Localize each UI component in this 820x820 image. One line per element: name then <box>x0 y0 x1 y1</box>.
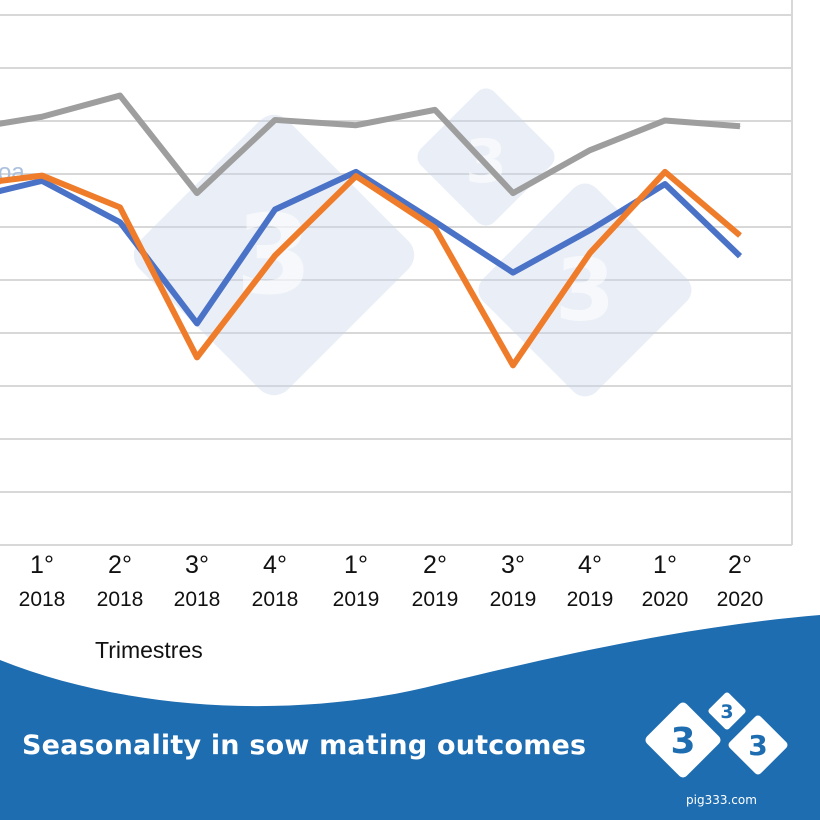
tick-label-quarter: 1° <box>30 551 54 579</box>
data-point <box>664 183 666 185</box>
tick-label-quarter: 1° <box>653 551 677 579</box>
data-point <box>274 209 276 211</box>
data-point <box>196 356 198 358</box>
tick-label-quarter: 2° <box>728 551 752 579</box>
logo-digit: 3 <box>670 721 695 762</box>
logo-diamond <box>728 715 788 775</box>
footer-band <box>0 615 820 820</box>
data-point <box>739 234 741 236</box>
series-line-orange-series <box>0 168 742 369</box>
tick-label-year: 2019 <box>490 588 537 611</box>
gridlines <box>0 14 792 546</box>
series-layer <box>0 92 743 369</box>
logo-diamond <box>708 692 746 730</box>
data-point <box>41 180 43 182</box>
x-axis-label: Trimestres <box>95 637 203 663</box>
tick-label-year: 2019 <box>567 588 614 611</box>
data-point <box>434 227 436 229</box>
tick-label-quarter: ° <box>0 551 1 579</box>
logo-url: pig333.com <box>686 793 757 807</box>
tick-label-year: 2020 <box>717 588 764 611</box>
logo-digit: 3 <box>720 701 733 723</box>
data-point <box>512 364 514 366</box>
data-point <box>512 192 514 194</box>
data-point <box>196 322 198 324</box>
data-point <box>41 175 43 177</box>
data-point <box>196 192 198 194</box>
data-point <box>119 95 121 97</box>
logo-diamond <box>645 702 721 778</box>
tick-label-quarter: 2° <box>423 551 447 579</box>
data-point <box>355 171 357 173</box>
data-point <box>41 116 43 118</box>
data-point <box>589 149 591 151</box>
data-point <box>119 206 121 208</box>
data-point <box>739 125 741 127</box>
data-point <box>119 221 121 223</box>
tick-label-year: 2018 <box>97 588 144 611</box>
data-point <box>274 255 276 257</box>
tick-label-year: 2018 <box>19 588 66 611</box>
data-point <box>434 221 436 223</box>
tick-label-quarter: 4° <box>578 551 602 579</box>
tick-label-year: 2019 <box>412 588 459 611</box>
series-line-gray-series <box>0 92 741 197</box>
tick-label-quarter: 3° <box>501 551 525 579</box>
tick-label-quarter: 2° <box>108 551 132 579</box>
data-point <box>512 272 514 274</box>
logo: 3 3 3 <box>645 692 788 778</box>
data-point <box>664 119 666 121</box>
data-point <box>589 229 591 231</box>
tick-label-year: 2020 <box>642 588 689 611</box>
series-line-blue-series <box>0 168 743 327</box>
caption-title: Seasonality in sow mating outcomes <box>22 730 587 761</box>
tick-label-year: 2019 <box>333 588 380 611</box>
data-point <box>355 175 357 177</box>
tick-label-quarter: 3° <box>185 551 209 579</box>
tick-label-year: 2018 <box>252 588 299 611</box>
tick-label-quarter: 1° <box>344 551 368 579</box>
data-point <box>739 255 741 257</box>
data-point <box>434 109 436 111</box>
tick-label-year: 2018 <box>174 588 221 611</box>
data-point <box>355 124 357 126</box>
data-point <box>589 252 591 254</box>
logo-digit: 3 <box>748 729 767 762</box>
tick-label-quarter: 4° <box>263 551 287 579</box>
data-point <box>274 119 276 121</box>
x-axis-ticks: ° 1° 2018 2° 2018 3° 2018 4° 2018 1° 2019 2° 2019 3° 2… <box>0 551 763 611</box>
data-point <box>664 171 666 173</box>
